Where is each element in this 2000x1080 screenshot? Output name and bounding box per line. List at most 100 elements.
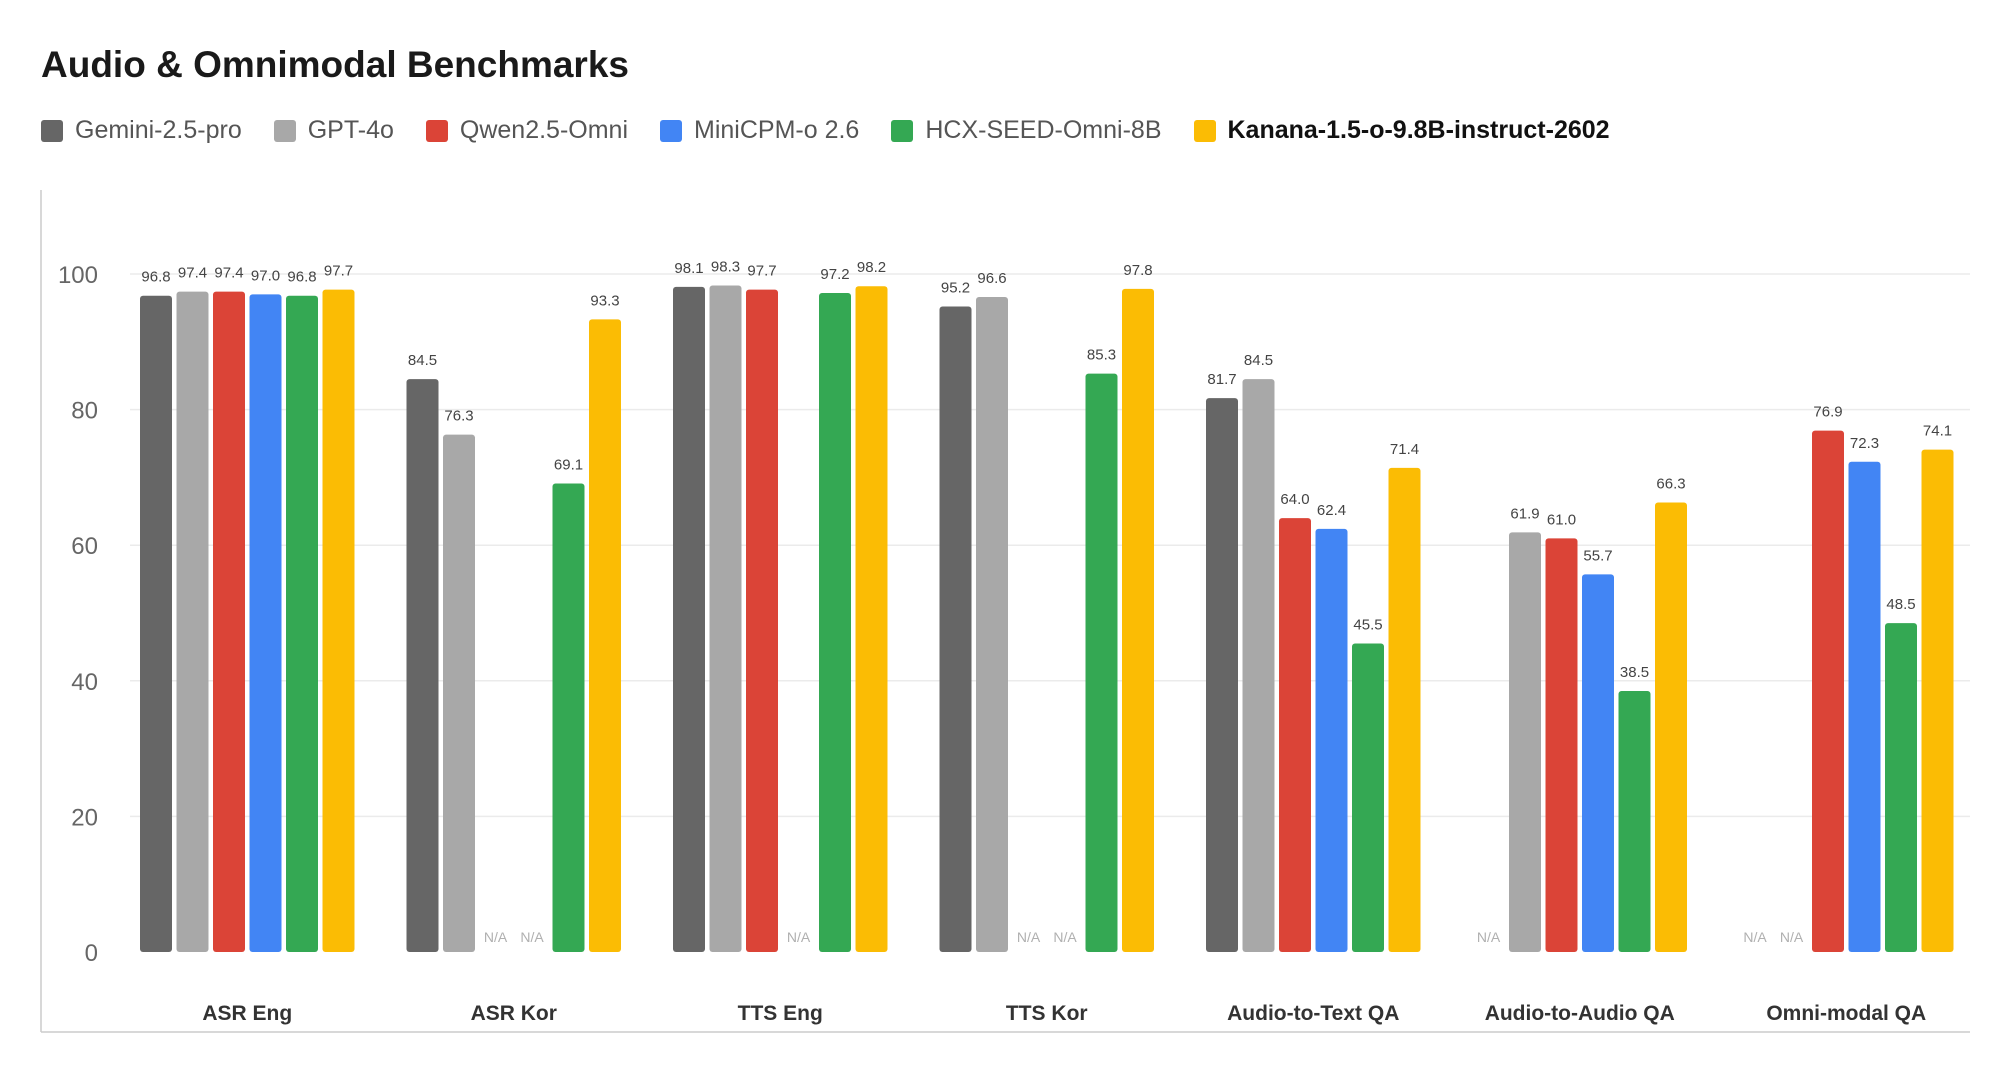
bar — [1122, 288, 1154, 952]
x-tick-label: ASR Kor — [471, 1002, 557, 1025]
bar — [1315, 528, 1348, 952]
data-label: 69.1 — [554, 457, 583, 474]
bar — [709, 285, 742, 952]
missing-label: N/A — [1743, 929, 1767, 945]
x-tick-label: Omni-modal QA — [1766, 1002, 1926, 1025]
bar — [1509, 532, 1541, 952]
missing-label: N/A — [520, 929, 544, 945]
missing-label: N/A — [1477, 929, 1501, 945]
bar — [286, 295, 318, 952]
data-label: 97.0 — [251, 267, 280, 284]
data-label: 85.3 — [1087, 347, 1116, 364]
missing-label: N/A — [1780, 929, 1804, 945]
legend-label-qwen: Qwen2.5-Omni — [459, 116, 629, 144]
legend-label-minicpm: MiniCPM-o 2.6 — [694, 116, 860, 144]
missing-label: N/A — [787, 929, 811, 945]
data-label: 64.0 — [1280, 491, 1309, 508]
legend-item-gpt4o[interactable]: GPT-4o — [273, 116, 394, 145]
bar — [589, 319, 621, 952]
legend-item-hcx[interactable]: HCX-SEED-Omni-8B — [891, 116, 1162, 145]
data-label: 38.5 — [1620, 664, 1649, 681]
bar — [1279, 518, 1311, 952]
data-label: 98.1 — [674, 260, 703, 277]
legend-label-hcx: HCX-SEED-Omni-8B — [925, 116, 1162, 144]
data-label: 84.5 — [408, 352, 437, 369]
x-tick-label: ASR Eng — [202, 1002, 292, 1025]
legend-item-qwen[interactable]: Qwen2.5-Omni — [425, 116, 629, 145]
bar — [176, 291, 209, 952]
bar — [406, 379, 439, 953]
legend-swatch-kanana — [1193, 119, 1216, 142]
data-label: 76.9 — [1813, 404, 1842, 421]
x-tick-label: Audio-to-Text QA — [1227, 1002, 1399, 1025]
legend-swatch-gemini — [41, 119, 63, 142]
y-tick-label: 60 — [71, 533, 98, 560]
data-label: 96.8 — [287, 269, 316, 286]
data-label: 93.3 — [590, 292, 619, 309]
x-tick-label: Audio-to-Audio QA — [1485, 1002, 1675, 1025]
legend-swatch-minicpm — [660, 119, 683, 142]
bar — [322, 289, 355, 952]
bar — [443, 434, 475, 952]
bar — [552, 483, 585, 952]
data-label: 98.2 — [857, 259, 886, 276]
missing-label: N/A — [1017, 929, 1041, 945]
data-label: 61.0 — [1547, 511, 1576, 528]
bar — [1885, 623, 1917, 952]
y-tick-label: 40 — [71, 669, 98, 696]
data-label: 97.2 — [820, 266, 849, 283]
data-label: 66.3 — [1656, 475, 1685, 492]
bar — [976, 297, 1008, 952]
missing-label: N/A — [484, 929, 508, 945]
y-tick-label: 100 — [58, 262, 98, 289]
legend-item-minicpm[interactable]: MiniCPM-o 2.6 — [660, 116, 859, 145]
data-label: 96.6 — [977, 270, 1006, 287]
y-tick-label: 80 — [71, 398, 98, 425]
data-label: 96.8 — [141, 269, 170, 286]
bar — [673, 286, 705, 953]
legend-item-kanana[interactable]: Kanana-1.5-o-9.8B-instruct-2602 — [1193, 116, 1610, 145]
legend: Gemini-2.5-pro GPT-4o Qwen2.5-Omni MiniC… — [41, 116, 1642, 145]
bar — [1812, 430, 1844, 952]
legend-swatch-gpt4o — [273, 119, 296, 142]
data-label: 45.5 — [1353, 617, 1382, 634]
data-label: 97.8 — [1123, 262, 1152, 279]
bar — [855, 286, 888, 953]
bar — [213, 291, 245, 952]
y-tick-label: 0 — [85, 940, 98, 967]
chart-title: Audio & Omnimodal Benchmarks — [41, 44, 629, 85]
data-label: 84.5 — [1244, 352, 1273, 369]
bar — [1206, 398, 1238, 953]
data-label: 72.3 — [1850, 435, 1879, 452]
x-tick-label: TTS Kor — [1006, 1002, 1088, 1025]
data-label: 62.4 — [1317, 502, 1346, 519]
data-label: 97.4 — [214, 265, 243, 282]
data-label: 98.3 — [711, 259, 740, 276]
legend-label-gpt4o: GPT-4o — [307, 116, 394, 144]
legend-label-gemini: Gemini-2.5-pro — [75, 116, 242, 144]
bar — [140, 295, 172, 952]
y-tick-label: 20 — [71, 804, 98, 831]
bar — [1848, 461, 1881, 952]
data-label: 81.7 — [1207, 371, 1236, 388]
legend-label-kanana: Kanana-1.5-o-9.8B-instruct-2602 — [1227, 116, 1610, 144]
bar — [1085, 373, 1118, 952]
data-label: 55.7 — [1583, 547, 1612, 564]
bar — [1655, 502, 1687, 952]
bar — [819, 292, 851, 952]
data-label: 97.4 — [178, 265, 207, 282]
bar — [1618, 690, 1651, 952]
data-label: 61.9 — [1510, 505, 1539, 522]
data-label: 74.1 — [1923, 423, 1952, 440]
bar — [746, 289, 778, 952]
bar — [1545, 538, 1578, 952]
bar — [1582, 574, 1614, 952]
bar — [1921, 449, 1954, 952]
bar — [939, 306, 972, 952]
legend-swatch-qwen — [425, 119, 448, 142]
data-label: 97.7 — [324, 263, 353, 280]
data-label: 48.5 — [1886, 596, 1915, 613]
legend-item-gemini[interactable]: Gemini-2.5-pro — [41, 116, 242, 145]
bar — [1352, 643, 1384, 952]
data-label: 97.7 — [747, 263, 776, 280]
